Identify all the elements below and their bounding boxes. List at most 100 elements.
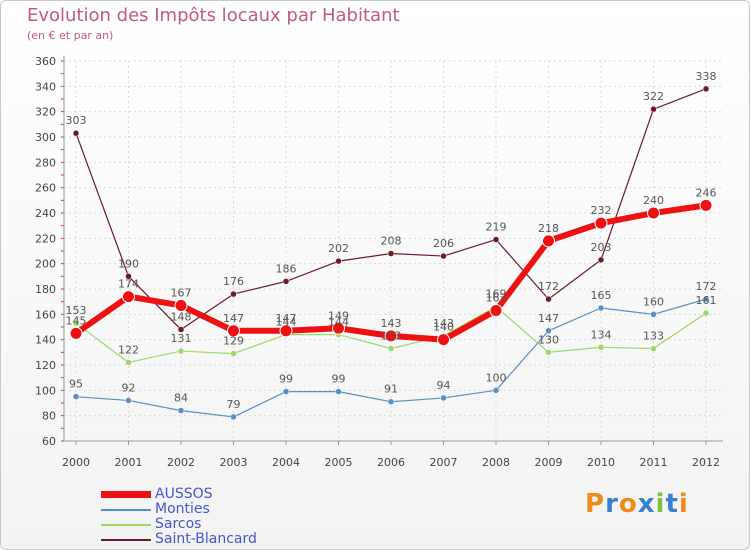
data-point-saint-blancard (492, 236, 500, 243)
data-point-aussos (437, 333, 450, 347)
data-label-sarcos: 134 (591, 328, 612, 341)
data-label-monties: 100 (486, 371, 507, 384)
legend-label-monties: Monties (155, 501, 210, 517)
data-point-monties (72, 393, 80, 400)
data-label-aussos: 145 (66, 314, 87, 327)
y-tick-label: 160 (35, 308, 56, 321)
legend-label-aussos: AUSSOS (155, 486, 213, 502)
logo-letter: P (585, 489, 606, 519)
y-tick-label: 100 (35, 384, 56, 397)
chart-title: Evolution des Impôts locaux par Habitant (27, 5, 400, 26)
x-tick-label: 2001 (115, 456, 143, 469)
data-point-aussos (122, 290, 135, 304)
data-point-aussos (279, 324, 293, 338)
data-point-aussos (227, 324, 240, 338)
data-label-aussos: 246 (696, 186, 717, 199)
data-point-sarcos (387, 345, 395, 352)
data-point-sarcos (702, 309, 710, 317)
data-label-sarcos: 144 (276, 316, 297, 329)
data-point-monties (177, 407, 185, 414)
data-label-sarcos: 144 (328, 316, 349, 329)
x-tick-label: 2002 (167, 456, 195, 469)
y-tick-label: 180 (35, 283, 56, 296)
x-tick-label: 2012 (692, 456, 720, 469)
data-label-monties: 84 (174, 392, 188, 405)
data-point-aussos (647, 206, 660, 220)
data-point-saint-blancard (387, 250, 395, 257)
x-tick-label: 2000 (62, 456, 90, 469)
data-label-aussos: 163 (486, 292, 507, 305)
x-tick-label: 2003 (220, 456, 248, 469)
data-point-saint-blancard (440, 252, 447, 260)
data-label-saint-blancard: 172 (538, 280, 559, 293)
data-label-sarcos: 131 (171, 332, 192, 345)
data-label-monties: 99 (332, 373, 346, 386)
data-label-monties: 165 (591, 289, 612, 302)
data-label-aussos: 167 (171, 286, 192, 299)
x-tick-label: 2008 (482, 456, 510, 469)
x-tick-label: 2005 (325, 456, 353, 469)
y-tick-label: 280 (35, 156, 56, 169)
data-label-saint-blancard: 338 (696, 70, 717, 83)
data-point-saint-blancard (282, 278, 290, 285)
data-label-sarcos: 130 (538, 333, 559, 346)
data-label-sarcos: 122 (118, 343, 139, 356)
data-label-monties: 172 (696, 280, 717, 293)
data-label-saint-blancard: 322 (643, 90, 664, 103)
data-point-saint-blancard (650, 105, 657, 113)
proxiti-logo: Proxiti (585, 489, 689, 519)
data-point-monties (387, 398, 395, 405)
data-point-aussos (542, 234, 555, 248)
data-label-saint-blancard: 176 (223, 275, 244, 288)
data-point-sarcos (230, 350, 237, 357)
data-point-sarcos (597, 344, 605, 351)
data-point-aussos (489, 304, 503, 318)
x-axis: 2000 2001 2002 2003 2004 2005 2006 2007 2008 2009… (62, 440, 723, 469)
data-label-saint-blancard: 186 (276, 262, 297, 275)
data-point-saint-blancard (177, 326, 185, 333)
x-tick-label: 2004 (272, 456, 300, 469)
data-label-sarcos: 129 (223, 335, 244, 348)
data-point-aussos (699, 198, 713, 212)
data-label-saint-blancard: 148 (171, 311, 192, 324)
data-point-aussos (69, 326, 83, 340)
data-label-saint-blancard: 206 (433, 237, 454, 250)
legend-swatch-sarcos (101, 524, 151, 526)
data-label-sarcos: 133 (643, 330, 664, 343)
grid (64, 60, 723, 442)
data-point-saint-blancard (702, 85, 710, 93)
data-point-aussos (332, 321, 345, 335)
y-tick-label: 360 (35, 55, 56, 68)
logo-letter: r (605, 489, 619, 519)
data-point-sarcos (72, 319, 80, 327)
data-point-sarcos (125, 359, 132, 366)
y-tick-label: 240 (35, 207, 56, 220)
data-point-saint-blancard (72, 129, 80, 137)
x-tick-label: 2006 (377, 456, 405, 469)
data-point-aussos (594, 216, 608, 230)
logo-letter: x (637, 489, 656, 519)
y-tick-label: 320 (35, 106, 56, 119)
x-tick-label: 2010 (587, 456, 615, 469)
y-tick-label: 340 (35, 80, 56, 93)
y-tick-label: 80 (42, 410, 56, 423)
data-label-monties: 92 (122, 381, 136, 394)
legend-swatch-monties (101, 509, 151, 511)
x-tick-label: 2009 (535, 456, 563, 469)
data-label-aussos: 240 (643, 194, 664, 207)
data-point-monties (597, 304, 605, 312)
data-label-monties: 160 (643, 295, 664, 308)
data-label-monties: 95 (69, 378, 83, 391)
data-label-aussos: 232 (591, 204, 612, 217)
y-tick-label: 220 (35, 232, 56, 245)
data-point-monties (702, 295, 710, 303)
data-labels: 303 190 148 176 186 202 208 206 219 172 203 322 338 9… (66, 70, 717, 411)
data-label-aussos: 147 (223, 312, 244, 325)
y-tick-label: 120 (35, 359, 56, 372)
data-label-saint-blancard: 202 (328, 242, 349, 255)
x-tick-label: 2007 (430, 456, 458, 469)
y-tick-label: 300 (35, 131, 56, 144)
data-point-monties (545, 327, 552, 335)
data-label-aussos: 143 (381, 317, 402, 330)
